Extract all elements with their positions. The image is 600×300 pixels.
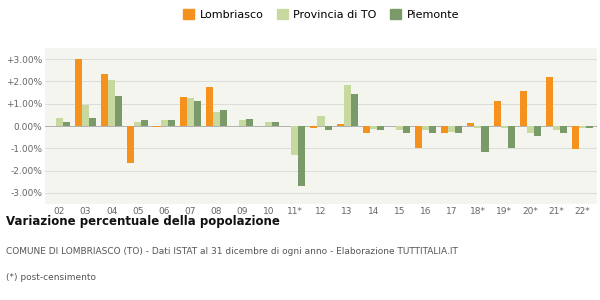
Bar bbox=[475, 126, 481, 128]
Bar bbox=[508, 126, 515, 148]
Bar bbox=[363, 126, 370, 133]
Bar bbox=[441, 126, 448, 133]
Bar bbox=[179, 97, 187, 126]
Bar bbox=[553, 126, 560, 130]
Bar bbox=[337, 124, 344, 126]
Bar bbox=[265, 122, 272, 126]
Bar bbox=[586, 126, 593, 128]
Bar bbox=[448, 126, 455, 132]
Bar bbox=[370, 126, 377, 129]
Bar bbox=[298, 126, 305, 186]
Bar bbox=[101, 74, 108, 126]
Bar bbox=[396, 126, 403, 130]
Bar bbox=[246, 119, 253, 126]
Bar bbox=[75, 59, 82, 126]
Bar bbox=[108, 80, 115, 126]
Bar bbox=[317, 116, 325, 126]
Legend: Lombriasco, Provincia di TO, Piemonte: Lombriasco, Provincia di TO, Piemonte bbox=[181, 7, 461, 22]
Bar bbox=[187, 98, 194, 126]
Bar bbox=[310, 126, 317, 128]
Text: COMUNE DI LOMBRIASCO (TO) - Dati ISTAT al 31 dicembre di ogni anno - Elaborazion: COMUNE DI LOMBRIASCO (TO) - Dati ISTAT a… bbox=[6, 248, 458, 256]
Bar bbox=[344, 85, 350, 126]
Bar bbox=[142, 120, 148, 126]
Bar bbox=[579, 126, 586, 128]
Bar bbox=[56, 118, 63, 126]
Bar bbox=[534, 126, 541, 136]
Bar bbox=[325, 126, 332, 130]
Bar bbox=[403, 126, 410, 133]
Bar bbox=[161, 120, 167, 126]
Bar bbox=[350, 94, 358, 126]
Bar bbox=[82, 105, 89, 126]
Bar bbox=[520, 92, 527, 126]
Text: (*) post-censimento: (*) post-censimento bbox=[6, 273, 96, 282]
Bar bbox=[115, 96, 122, 126]
Bar bbox=[213, 112, 220, 126]
Bar bbox=[422, 126, 429, 130]
Bar bbox=[481, 126, 488, 152]
Bar bbox=[206, 87, 213, 126]
Bar bbox=[272, 122, 279, 126]
Bar bbox=[63, 122, 70, 126]
Bar bbox=[494, 101, 500, 126]
Bar bbox=[546, 77, 553, 126]
Bar bbox=[194, 101, 201, 126]
Bar bbox=[220, 110, 227, 126]
Bar bbox=[527, 126, 534, 133]
Bar bbox=[572, 126, 579, 149]
Bar bbox=[89, 118, 96, 126]
Bar bbox=[127, 126, 134, 163]
Bar bbox=[467, 123, 475, 126]
Bar bbox=[167, 120, 175, 126]
Bar bbox=[455, 126, 463, 133]
Bar bbox=[500, 126, 508, 128]
Bar bbox=[292, 126, 298, 155]
Bar bbox=[134, 122, 142, 126]
Bar bbox=[560, 126, 567, 133]
Bar bbox=[154, 126, 161, 127]
Bar bbox=[429, 126, 436, 133]
Bar bbox=[377, 126, 384, 130]
Text: Variazione percentuale della popolazione: Variazione percentuale della popolazione bbox=[6, 214, 280, 227]
Bar bbox=[415, 126, 422, 148]
Bar bbox=[239, 120, 246, 126]
